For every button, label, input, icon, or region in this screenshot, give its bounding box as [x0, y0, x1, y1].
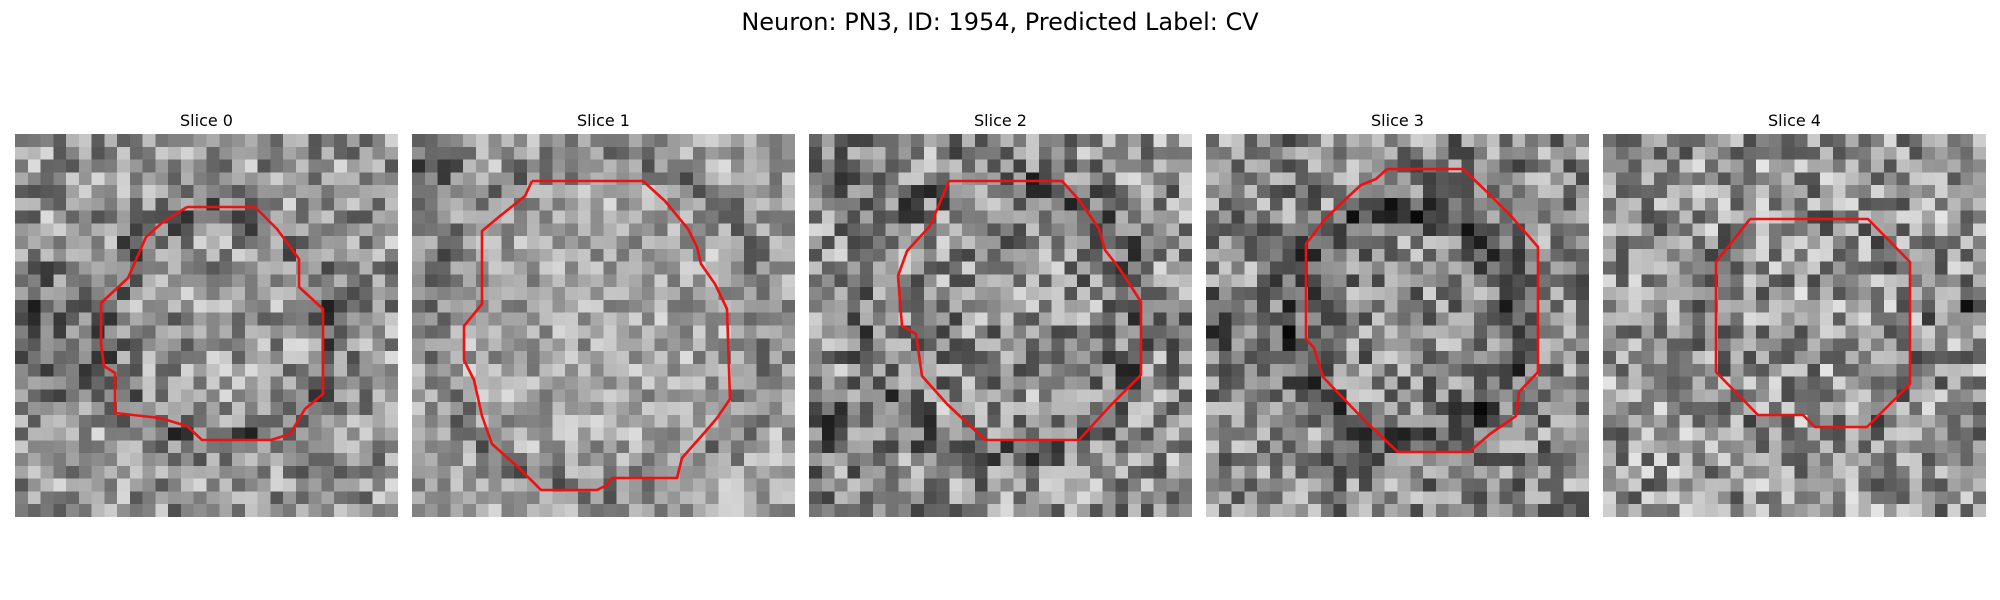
- grayscale-microscopy-image-0: [15, 134, 398, 517]
- slice-image-2: [809, 134, 1192, 517]
- slice-panel-3: Slice 3: [1206, 108, 1589, 517]
- grayscale-microscopy-image-1: [412, 134, 795, 517]
- slice-image-3: [1206, 134, 1589, 517]
- slice-panel-4: Slice 4: [1603, 108, 1986, 517]
- grayscale-microscopy-image-4: [1603, 134, 1986, 517]
- slice-image-4: [1603, 134, 1986, 517]
- slice-panel-2: Slice 2: [809, 108, 1192, 517]
- slice-panel-1: Slice 1: [412, 108, 795, 517]
- grayscale-microscopy-image-2: [809, 134, 1192, 517]
- segmentation-contour-4: [1714, 217, 1912, 429]
- slice-title-1: Slice 1: [577, 111, 630, 130]
- segmentation-contour-3: [1304, 167, 1540, 454]
- segmentation-contour-0: [99, 205, 325, 442]
- slice-image-0: [15, 134, 398, 517]
- slice-title-3: Slice 3: [1371, 111, 1424, 130]
- slice-title-4: Slice 4: [1768, 111, 1821, 130]
- segmentation-contour-1: [462, 179, 732, 492]
- slice-title-0: Slice 0: [180, 111, 233, 130]
- figure-title: Neuron: PN3, ID: 1954, Predicted Label: …: [741, 8, 1259, 36]
- slice-title-2: Slice 2: [974, 111, 1027, 130]
- slice-panel-0: Slice 0: [15, 108, 398, 517]
- slice-image-1: [412, 134, 795, 517]
- segmentation-contour-2: [896, 179, 1143, 442]
